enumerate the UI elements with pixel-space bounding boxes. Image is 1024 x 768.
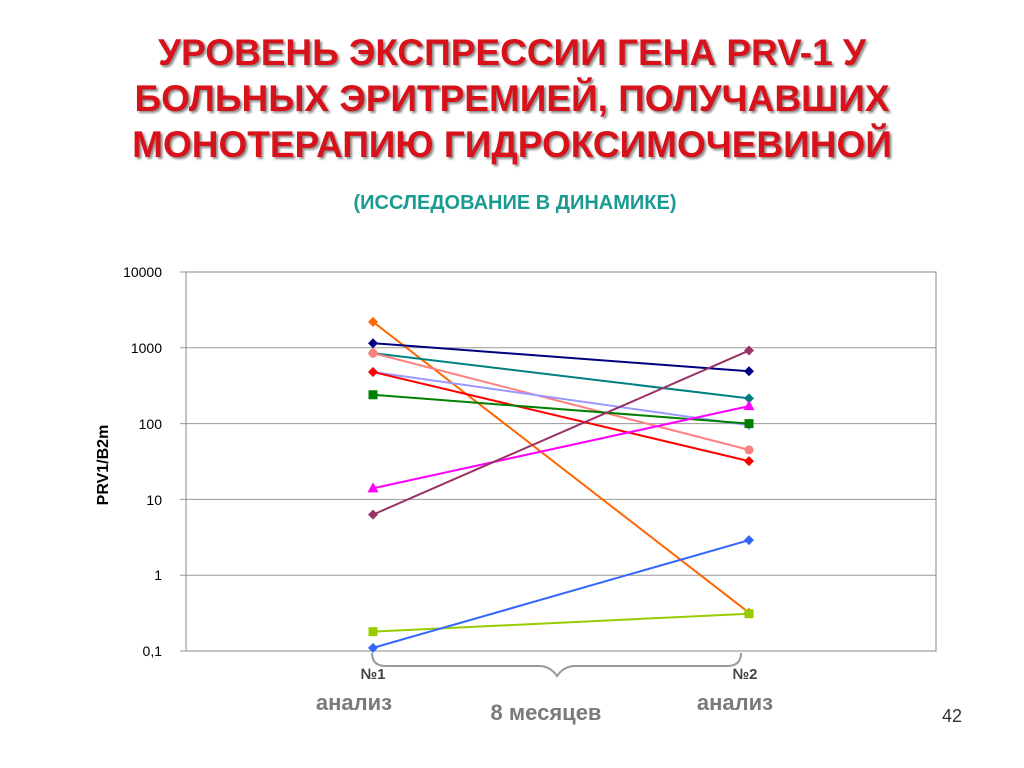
- series-line: [372, 342, 750, 373]
- data-point-marker: [744, 345, 754, 356]
- data-point-marker: [368, 509, 378, 520]
- data-point-marker: [368, 390, 378, 400]
- series: [368, 366, 754, 467]
- series: [368, 316, 754, 618]
- y-tick-label: 100: [138, 416, 162, 432]
- y-tick-label: 1000: [130, 340, 162, 356]
- slide-subtitle: (ИССЛЕДОВАНИЕ В ДИНАМИКЕ): [353, 192, 677, 214]
- series: [368, 535, 754, 653]
- series-line: [372, 393, 750, 425]
- data-point-marker: [368, 366, 378, 377]
- title-line-3: МОНОТЕРАПИЮ ГИДРОКСИМОЧЕВИНОЙ: [132, 124, 892, 165]
- data-point-marker: [744, 609, 754, 619]
- series-line: [372, 405, 750, 490]
- series-line: [372, 370, 750, 427]
- series-group: [367, 316, 755, 653]
- data-point-marker: [744, 456, 754, 467]
- series: [368, 390, 754, 429]
- series-line: [372, 352, 750, 451]
- x-sublabel: анализ: [696, 690, 774, 715]
- plot-area-border: [185, 271, 937, 652]
- series-line: [372, 321, 750, 614]
- series-line: [372, 539, 750, 649]
- data-point-marker: [744, 366, 754, 377]
- span-label: 8 месяцев: [490, 700, 602, 725]
- series: [368, 348, 754, 455]
- data-point-marker: [744, 393, 754, 404]
- series-line: [372, 370, 750, 463]
- series: [368, 609, 754, 637]
- series-line: [372, 612, 750, 633]
- data-point-marker: [368, 627, 378, 637]
- series: [367, 400, 755, 493]
- y-tick-label: 1: [154, 567, 162, 583]
- x-category-label: №1: [360, 666, 386, 683]
- data-point-marker: [368, 348, 378, 358]
- title-line-2: БОЛЬНЫХ ЭРИТРЕМИЕЙ, ПОЛУЧАВШИХ: [134, 78, 890, 119]
- series-line: [372, 349, 750, 516]
- data-point-marker: [744, 445, 754, 455]
- y-tick-label: 10: [146, 492, 162, 508]
- data-point-marker: [744, 535, 754, 546]
- data-point-marker: [744, 419, 754, 429]
- data-point-marker: [743, 400, 755, 411]
- series-line: [372, 352, 750, 400]
- data-point-marker: [368, 642, 378, 653]
- series: [368, 345, 754, 520]
- data-point-marker: [368, 338, 378, 349]
- series: [368, 338, 754, 377]
- y-tick-label: 0,1: [142, 643, 162, 659]
- data-point-marker: [367, 482, 379, 493]
- page-number: 42: [942, 706, 963, 726]
- data-point-marker: [368, 316, 378, 327]
- y-tick-label: 10000: [123, 264, 162, 280]
- slide-title: УРОВЕНЬ ЭКСПРЕССИИ ГЕНА PRV-1 У БОЛЬНЫХ …: [40, 30, 984, 168]
- span-brace: [371, 652, 742, 678]
- x-category-label: №2: [732, 666, 758, 683]
- x-sublabel: анализ: [315, 690, 393, 715]
- title-line-1: УРОВЕНЬ ЭКСПРЕССИИ ГЕНА PRV-1 У: [158, 32, 866, 73]
